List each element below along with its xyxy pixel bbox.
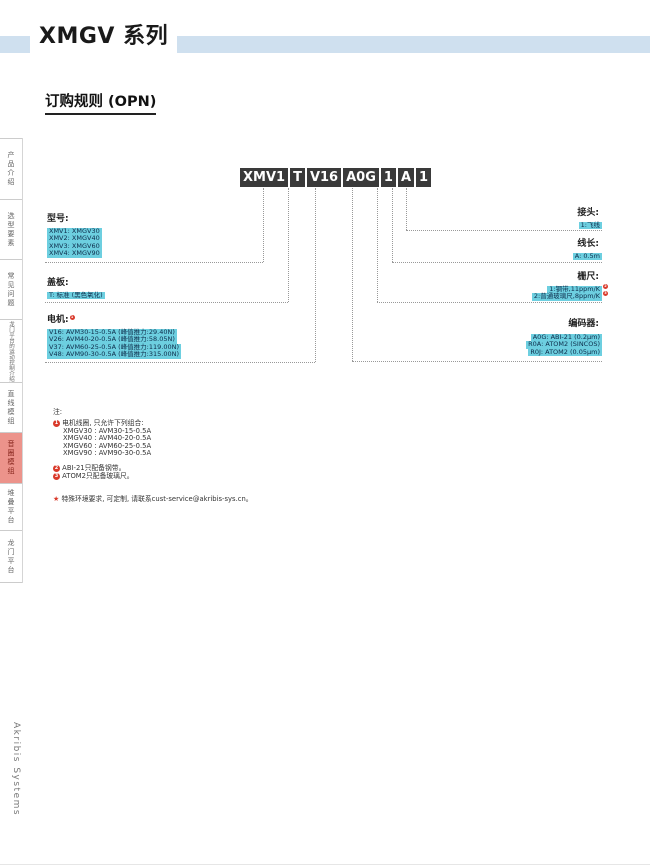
option-chip: R0J: ATOM2 (0.05μm) — [528, 347, 602, 357]
side-tab-linear-module: 直线模组 — [0, 383, 22, 433]
note-combo-line: XMGV40 : AVM40-20-0.5A — [63, 434, 152, 443]
option-chip: 1:飞线 — [578, 221, 602, 230]
option-chip: XMV3: XMGV60 — [47, 241, 102, 251]
leader-line — [288, 188, 289, 302]
part-number-segment-cover: T — [290, 168, 305, 187]
option-chip: R0A: ATOM2 (SINCOS) — [526, 340, 602, 349]
side-tab-voice-coil-module-active: 音圈模组 — [0, 433, 22, 484]
side-tab-product-intro: 产品介绍 — [0, 138, 22, 200]
side-tab-faq: 常见问题 — [0, 260, 22, 320]
leader-line — [45, 362, 315, 363]
group-scale: 栅尺: 1:钢带,11ppm/K 2 2:普通玻璃尺,8ppm/K 3 — [402, 272, 608, 301]
part-number-segment-encoder: A0G — [343, 168, 379, 187]
leader-line — [406, 230, 602, 231]
note-ref-1: 1 — [69, 315, 75, 320]
leader-line — [352, 188, 353, 361]
note-marker-3: 3 — [53, 472, 60, 480]
leader-line — [315, 188, 316, 362]
group-label-model: 型号: — [47, 214, 69, 224]
option-chip: V48: AVM90-30-0.5A (峰值推力:315.00N) — [47, 350, 182, 359]
section-title: 订购规则 (OPN) — [45, 90, 157, 115]
option-chip: A: 0.5m — [572, 252, 602, 261]
group-label-motor: 电机: 1 — [47, 315, 75, 325]
side-tab-gantry-motion-control: 龙门平台的运动控制介绍 — [0, 320, 22, 383]
leader-line — [377, 302, 602, 303]
group-label-cable-length: 线长: — [577, 239, 599, 249]
group-cable-length: 线长: A: 0.5m — [402, 239, 602, 261]
notes-section: 注: 1 电机线圈, 只允许下列组合: XMGV30 : AVM30-15-0.… — [53, 408, 253, 504]
part-number-segment-connector: 1 — [416, 168, 432, 187]
note-combo-line: XMGV30 : AVM30-15-0.5A — [63, 426, 152, 435]
side-tab-gantry-stage: 龙门平台 — [0, 531, 22, 583]
part-number-segment-motor: V16 — [306, 168, 342, 187]
side-tab-stacked-stage: 堆叠平台 — [0, 484, 22, 531]
note-item-3: 3 ATOM2只配备玻璃尺。 — [53, 471, 134, 480]
option-chip: 2:普通玻璃尺,8ppm/K — [531, 292, 602, 301]
group-label-scale: 栅尺: — [577, 272, 599, 282]
side-tab-selection-factors: 选型要素 — [0, 200, 22, 260]
note-combo-line: XMGV90 : AVM90-30-0.5A — [63, 449, 152, 458]
brand-vertical-text: Akribis Systems — [11, 722, 21, 817]
option-chip: XMV2: XMGV40 — [47, 234, 102, 243]
group-connector: 接头: 1:飞线 — [402, 208, 602, 230]
group-label-connector: 接头: — [577, 208, 599, 218]
note-combo-line: XMGV60 : AVM60-25-0.5A — [63, 441, 152, 450]
option-chip: A0G: ABI-21 (0.2μm) — [530, 333, 602, 342]
note-item-2: 2 ABI-21只配备钢带。 — [53, 464, 126, 473]
group-encoder: 编码器: A0G: ABI-21 (0.2μm) R0A: ATOM2 (SIN… — [402, 319, 602, 357]
leader-line — [392, 262, 602, 263]
part-number-segment-scale: 1 — [380, 168, 396, 187]
leader-line — [352, 361, 602, 362]
option-chip: XMV4: XMGV90 — [47, 249, 102, 258]
part-number-segment-cable: A — [397, 168, 414, 187]
group-cover: 盖板: T: 标准 (黑色氧化) — [47, 278, 105, 300]
leader-line — [263, 188, 264, 262]
note-ref-3: 3 — [603, 291, 608, 297]
group-label-encoder: 编码器: — [568, 319, 599, 329]
leader-line — [406, 188, 407, 230]
group-model: 型号: XMV1: XMGV30 XMV2: XMGV40 XMV3: XMGV… — [47, 214, 102, 258]
group-motor: 电机: 1 V16: AVM30-15-0.5A (峰值推力:29.40N) V2… — [47, 315, 182, 359]
part-number-row: XMV1 T V16 A0G 1 A 1 — [240, 168, 432, 187]
note-ref-2: 2 — [603, 284, 608, 289]
leader-line — [392, 188, 393, 262]
option-chip: T: 标准 (黑色氧化) — [47, 291, 105, 300]
note-marker-2: 2 — [53, 465, 60, 473]
leader-line — [45, 262, 263, 263]
group-label-cover: 盖板: — [47, 278, 69, 288]
page-title: XMGV 系列 — [30, 21, 178, 53]
option-chip: V37: AVM60-25-0.5A (峰值推力:119.00N) — [47, 342, 182, 352]
leader-line — [377, 188, 378, 302]
option-chip: 1:钢带,11ppm/K — [547, 285, 602, 294]
note-item-1: 1 电机线圈, 只允许下列组合: — [53, 419, 144, 428]
notes-title: 注: — [53, 408, 63, 416]
leader-line — [45, 302, 288, 303]
option-chip: V16: AVM30-15-0.5A (峰值推力:29.40N) — [47, 328, 177, 337]
side-tab-strip: 产品介绍 选型要素 常见问题 龙门平台的运动控制介绍 直线模组 音圈模组 堆叠平… — [0, 138, 23, 583]
option-chip: XMV1: XMGV30 — [47, 227, 102, 236]
note-marker-1: 1 — [53, 420, 60, 428]
option-chip: V26: AVM40-20-0.5A (峰值推力:58.05N) — [47, 335, 177, 344]
star-note: ★ 特殊环境要求, 可定制, 请联系cust-service@akribis-s… — [53, 495, 253, 504]
star-icon: ★ — [53, 495, 60, 504]
part-number-segment-model: XMV1 — [240, 168, 289, 187]
